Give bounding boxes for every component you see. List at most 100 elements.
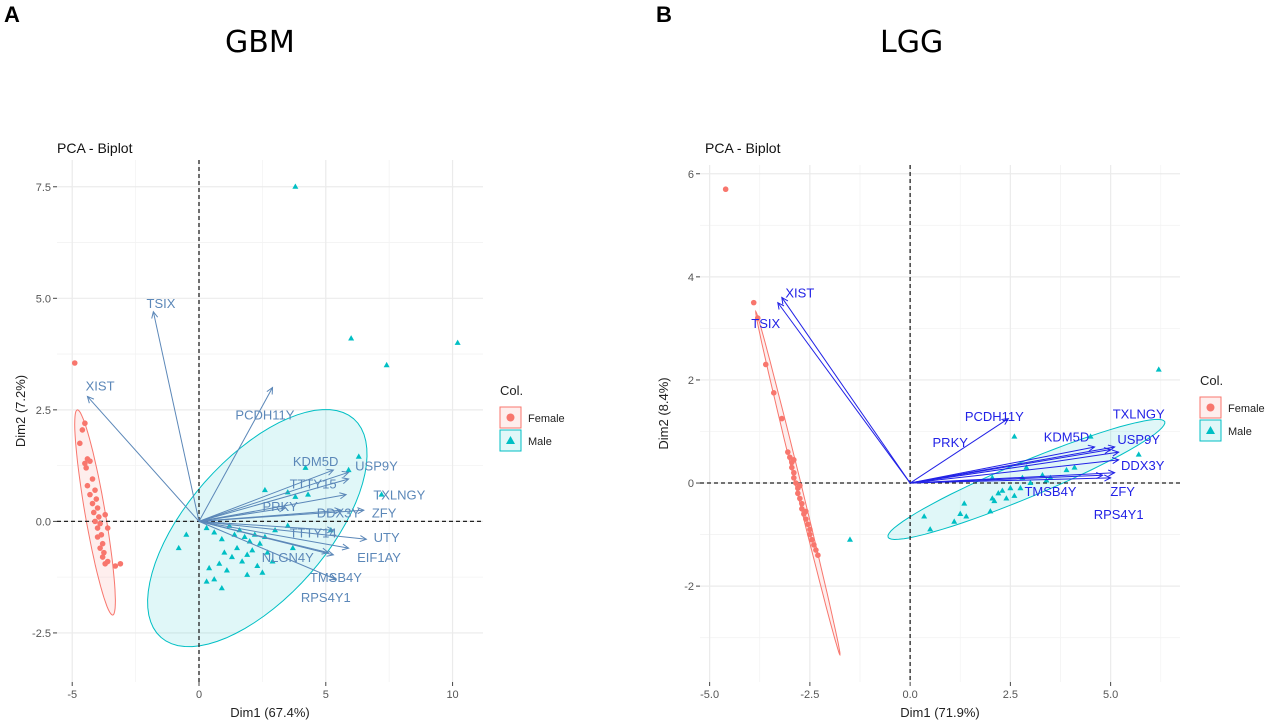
data-point-female [77, 440, 83, 447]
loading-vector [198, 509, 364, 522]
vector-label: TMSB4Y [310, 570, 362, 585]
data-point-male [378, 491, 385, 497]
data-point-female [87, 491, 93, 498]
data-point-female [87, 458, 93, 464]
x-axis-title: Dim1 (71.9%) [900, 705, 979, 720]
panel-name-lgg: LGG [880, 25, 944, 60]
loading-vector [910, 472, 1115, 484]
data-point-male [999, 487, 1006, 493]
plot-title: PCA - Biplot [705, 140, 781, 156]
vector-label: RPS4Y1 [301, 590, 351, 605]
data-point-male [175, 544, 182, 551]
data-point-male [292, 183, 299, 189]
x-tick-label: 10 [446, 689, 458, 701]
y-tick-label: 2 [688, 375, 694, 387]
loading-vector [198, 478, 349, 522]
data-point-female [815, 552, 821, 558]
data-point-female [82, 420, 88, 427]
data-point-female [94, 525, 101, 531]
legend-circle-icon [506, 413, 515, 422]
vector-label: ZFY [1110, 484, 1135, 499]
data-point-male [1071, 464, 1078, 470]
legend: Col. Female Male [499, 383, 565, 452]
vector-label: XIST [785, 285, 814, 300]
y-tick-label: -2 [684, 581, 694, 593]
data-point-female [117, 560, 124, 567]
loading-vector [198, 507, 286, 522]
panel-name-gbm: GBM [225, 25, 295, 60]
data-point-female [791, 457, 797, 463]
data-point-male [234, 544, 241, 551]
x-tick-label: 5 [323, 689, 329, 701]
legend-title: Col. [1200, 373, 1223, 388]
arrowhead [321, 547, 330, 555]
data-point-male [1011, 492, 1018, 498]
arrowhead [777, 301, 785, 310]
y-tick-label: 0 [688, 478, 694, 490]
loading-vector [198, 520, 334, 556]
data-point-male [269, 558, 276, 564]
data-point-male [1027, 479, 1034, 486]
data-point-male [183, 531, 190, 537]
arrowhead [1001, 417, 1010, 425]
data-point-male [259, 569, 266, 575]
data-point-male [261, 486, 268, 493]
legend-label: Male [528, 436, 552, 448]
loading-vector [198, 471, 349, 522]
x-tick-label: -5 [67, 689, 77, 701]
data-point-male [239, 558, 246, 564]
y-tick-label: -2.5 [32, 628, 51, 640]
vector-label: PRKY [933, 435, 969, 450]
data-point-male [241, 533, 248, 539]
vector-label: TTTY14 [290, 526, 337, 541]
data-point-male [218, 585, 225, 591]
data-point-male [292, 493, 299, 499]
data-point-male [1007, 484, 1014, 491]
y-tick-label: 7.5 [36, 182, 51, 194]
data-point-female [94, 505, 101, 511]
data-point-male [249, 547, 256, 553]
data-point-female [805, 521, 811, 528]
data-point-male [206, 564, 213, 571]
y-tick-label: 0.0 [36, 516, 51, 528]
vector-label: TMSB4Y [1024, 484, 1076, 499]
arrowhead [1111, 449, 1120, 457]
data-point-male [284, 522, 291, 528]
loading-vector [198, 469, 334, 522]
arrowhead [341, 477, 350, 485]
data-point-female [807, 526, 813, 533]
loading-vector [198, 520, 367, 540]
arrowhead [1104, 474, 1112, 482]
data-point-male [987, 508, 994, 514]
x-tick-label: 0.0 [902, 689, 917, 701]
arrowhead [781, 296, 789, 305]
arrowhead [1111, 457, 1120, 464]
data-point-male [1063, 466, 1070, 473]
data-point-male [383, 361, 390, 368]
data-point-male [203, 524, 210, 531]
data-point-female [97, 545, 103, 551]
plot-title: PCA - Biplot [57, 140, 133, 156]
arrowhead [86, 395, 95, 404]
data-point-female [102, 511, 108, 518]
data-point-male [1023, 464, 1030, 470]
data-point-female [797, 482, 803, 489]
loading-vector [910, 451, 1119, 484]
data-point-male [211, 576, 218, 582]
data-point-female [779, 415, 785, 422]
legend-triangle-icon [506, 436, 515, 444]
arrowhead [359, 535, 368, 543]
arrowhead [266, 386, 274, 395]
data-point-female [99, 540, 106, 547]
data-point-female [112, 563, 119, 569]
vector-label: PCDH11Y [235, 407, 294, 422]
data-point-male [991, 497, 998, 504]
data-point-female [722, 186, 729, 193]
vector-label: EIF1AY [357, 550, 401, 565]
x-tick-label: -5.0 [700, 689, 719, 701]
data-point-female [96, 514, 102, 520]
legend-circle-icon [1206, 403, 1215, 412]
data-point-female [754, 315, 761, 321]
data-point-female [97, 520, 103, 527]
